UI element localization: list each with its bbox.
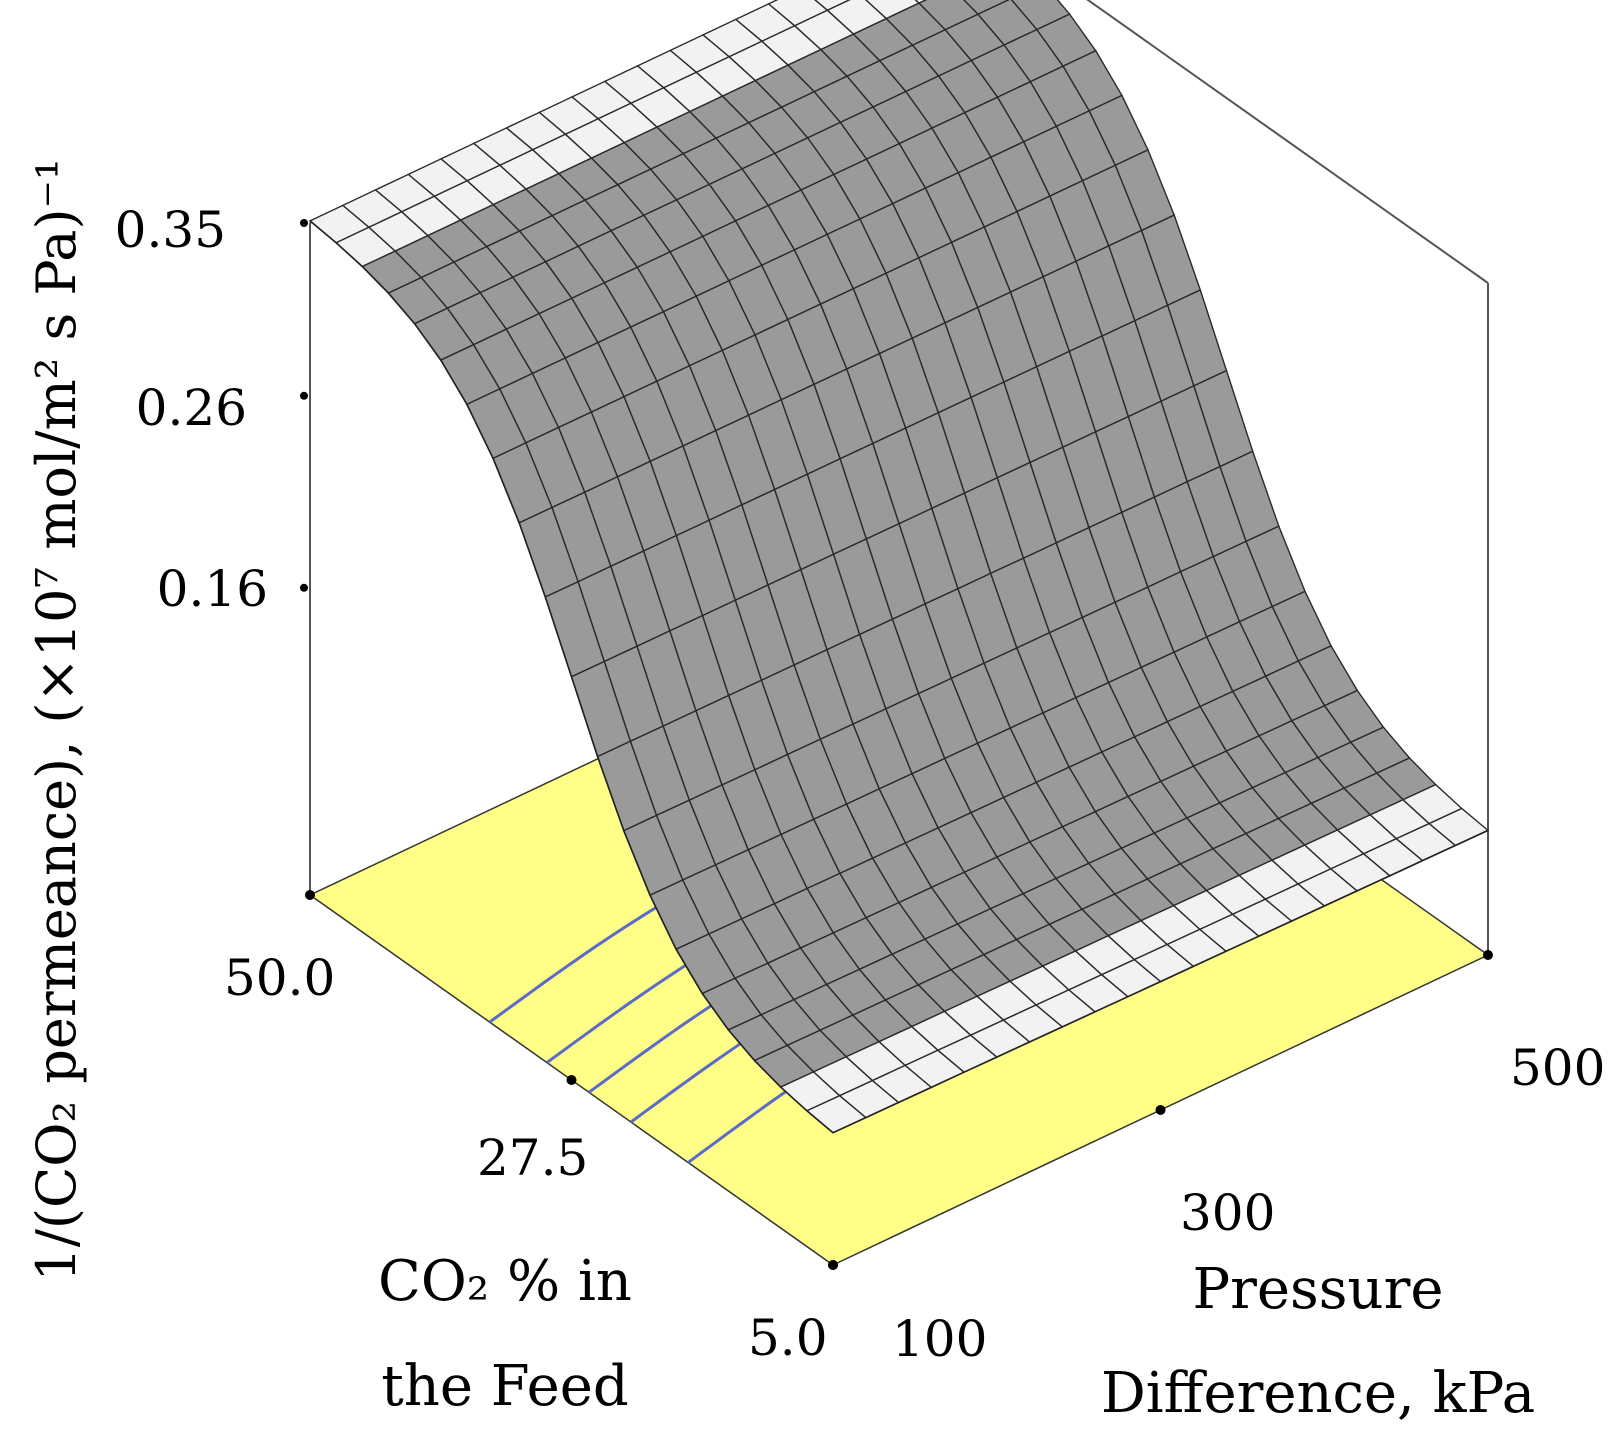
- surface-front-edge: [832, 829, 1489, 1134]
- z-tick-mark: [300, 391, 308, 400]
- response-surface: [308, 0, 1490, 1134]
- y-tick-label: 27.5: [477, 1129, 588, 1187]
- y-tick-mark: [305, 890, 315, 900]
- x-tick-label: 100: [892, 1310, 987, 1368]
- x-axis-title-line: Difference, kPa: [1101, 1361, 1535, 1426]
- z-tick-label: 0.26: [136, 379, 247, 437]
- y-axis-title-line: the Feed: [381, 1354, 628, 1419]
- x-tick-mark: [828, 1260, 838, 1270]
- surface-left-edge: [309, 220, 834, 1134]
- y-axis-title-line: CO₂ % in: [378, 1249, 632, 1314]
- y-tick-mark: [566, 1075, 577, 1085]
- x-tick-mark: [1155, 1105, 1166, 1115]
- z-axis-title: 1/(CO₂ permeance), (×10⁷ mol/m² s Pa)⁻¹: [25, 158, 88, 1281]
- surface-cell: [814, 0, 851, 12]
- x-tick-label: 500: [1510, 1039, 1605, 1097]
- x-tick-mark: [1483, 950, 1493, 960]
- y-tick-label: 50.0: [224, 949, 335, 1007]
- x-tick-label: 300: [1180, 1184, 1275, 1242]
- z-tick-label: 0.35: [115, 201, 226, 259]
- x-axis-title-line: Pressure: [1192, 1257, 1443, 1322]
- z-tick-mark: [300, 583, 308, 592]
- z-tick-label: 0.16: [157, 560, 268, 618]
- axis-ticks: [300, 219, 1493, 1270]
- y-tick-label: 5.0: [748, 1309, 828, 1367]
- z-tick-mark: [300, 219, 308, 227]
